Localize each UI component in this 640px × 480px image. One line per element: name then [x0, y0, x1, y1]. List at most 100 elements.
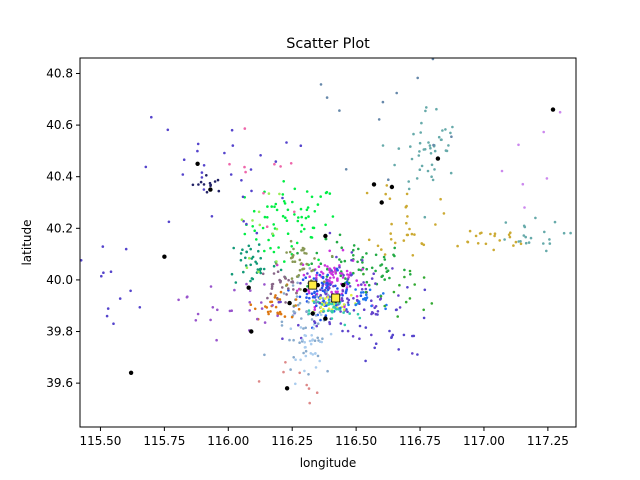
scatter-point: [374, 342, 378, 346]
scatter-point: [299, 262, 303, 266]
scatter-point: [346, 329, 350, 333]
scatter-point: [326, 309, 330, 313]
scatter-point: [328, 249, 332, 253]
scatter-point: [341, 289, 345, 293]
scatter-point: [430, 175, 433, 178]
scatter-point: [297, 216, 300, 219]
scatter-point: [344, 168, 348, 171]
scatter-point: [257, 249, 260, 253]
highlight-point: [287, 300, 292, 306]
scatter-point: [358, 337, 361, 341]
scatter-point: [339, 260, 343, 264]
scatter-point: [370, 266, 374, 270]
scatter-point: [275, 227, 279, 231]
scatter-point: [345, 286, 349, 289]
scatter-point: [416, 76, 420, 80]
scatter-point: [267, 238, 270, 242]
scatter-point: [422, 148, 426, 151]
scatter-point: [302, 351, 305, 355]
scatter-point: [493, 234, 496, 238]
scatter-point: [370, 277, 374, 280]
plot-points: [79, 57, 572, 405]
scatter-point: [209, 318, 212, 322]
highlight-point: [371, 182, 377, 187]
cluster-marker: [331, 293, 341, 303]
scatter-point: [431, 178, 435, 182]
scatter-point: [478, 232, 482, 235]
scatter-point: [300, 215, 304, 219]
scatter-point: [250, 189, 253, 193]
scatter-point: [314, 366, 318, 369]
scatter-point: [307, 309, 311, 312]
scatter-point: [365, 252, 368, 255]
scatter-point: [311, 353, 315, 356]
scatter-point: [376, 310, 380, 313]
scatter-point: [259, 256, 263, 260]
scatter-point: [405, 204, 408, 208]
scatter-point: [352, 271, 355, 275]
scatter-point: [239, 258, 243, 262]
scatter-point: [389, 232, 393, 235]
scatter-point: [284, 277, 288, 280]
scatter-point: [409, 273, 412, 276]
scatter-point: [288, 338, 291, 342]
scatter-point: [305, 252, 308, 255]
scatter-point: [308, 296, 311, 300]
scatter-point: [298, 341, 301, 345]
scatter-point: [283, 202, 287, 205]
scatter-point: [245, 282, 248, 286]
scatter-point: [321, 297, 325, 300]
scatter-point: [305, 310, 309, 313]
scatter-point: [444, 128, 447, 131]
scatter-point: [285, 293, 288, 296]
scatter-point: [209, 184, 212, 188]
highlight-point: [208, 187, 213, 192]
scatter-point: [262, 191, 265, 195]
scatter-point: [376, 313, 379, 316]
scatter-point: [223, 151, 226, 155]
scatter-point: [307, 291, 311, 295]
scatter-point: [336, 279, 339, 282]
scatter-point: [422, 316, 426, 320]
scatter-point: [388, 329, 391, 333]
scatter-point: [384, 307, 387, 311]
x-tick-label: 115.75: [143, 434, 185, 448]
scatter-point: [265, 225, 269, 228]
scatter-point: [292, 253, 295, 257]
scatter-point: [393, 163, 396, 167]
scatter-point: [138, 306, 142, 309]
scatter-point: [308, 401, 312, 405]
scatter-point: [346, 278, 350, 281]
scatter-point: [336, 287, 339, 290]
scatter-point: [323, 288, 327, 292]
scatter-point: [346, 282, 350, 286]
scatter-point: [351, 335, 355, 338]
scatter-point: [277, 246, 280, 249]
scatter-point: [402, 333, 406, 337]
scatter-point: [350, 251, 354, 254]
scatter-point: [529, 236, 533, 240]
scatter-point: [299, 358, 302, 362]
scatter-point: [412, 132, 415, 136]
scatter-point: [293, 210, 296, 214]
y-tick-label: 39.6: [46, 376, 73, 390]
scatter-point: [217, 189, 221, 193]
scatter-point: [340, 246, 344, 249]
scatter-point: [377, 118, 381, 121]
scatter-point: [347, 303, 350, 307]
scatter-point: [257, 243, 261, 246]
scatter-point: [449, 171, 453, 175]
scatter-point: [339, 322, 343, 325]
scatter-point: [383, 258, 387, 261]
scatter-point: [397, 147, 401, 150]
scatter-point: [323, 297, 327, 300]
scatter-point: [338, 233, 342, 237]
scatter-point: [503, 238, 506, 241]
scatter-point: [258, 223, 262, 227]
scatter-point: [382, 255, 386, 259]
x-axis-ticks: 115.50 115.75 116.00 116.25 116.50 116.75 117.…: [79, 427, 569, 448]
scatter-point: [321, 276, 325, 280]
scatter-point: [363, 297, 367, 300]
scatter-point: [329, 332, 333, 336]
scatter-point: [391, 333, 395, 337]
